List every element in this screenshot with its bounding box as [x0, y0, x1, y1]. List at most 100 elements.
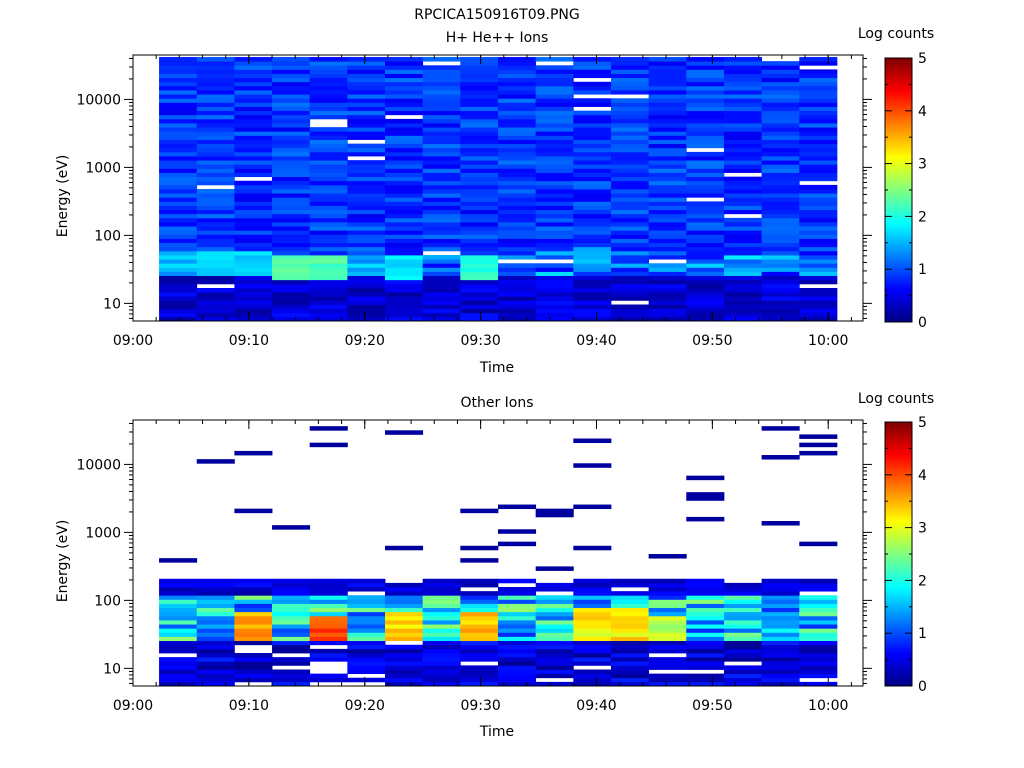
heatmap-cells	[159, 426, 838, 687]
heatmap-cell	[761, 288, 800, 293]
heatmap-cell	[535, 189, 574, 194]
heatmap-cell	[686, 81, 725, 87]
heatmap-cell	[610, 677, 650, 683]
heatmap-cell	[385, 85, 424, 91]
heatmap-cell	[159, 180, 198, 186]
heatmap-cell	[196, 620, 235, 625]
colorbar-segment	[885, 512, 912, 515]
heatmap-cell	[309, 151, 348, 157]
heatmap-cell	[272, 57, 311, 62]
heatmap-cell	[723, 259, 763, 264]
colorbar-segment	[885, 672, 912, 675]
heatmap-cell	[159, 250, 198, 256]
heatmap-cell	[573, 591, 612, 596]
heatmap-cell	[686, 98, 725, 103]
colorbar-segment	[885, 546, 912, 549]
heatmap-cell	[460, 127, 499, 132]
heatmap-cell	[460, 85, 499, 91]
colorbar-segment	[885, 598, 912, 601]
heatmap-cell	[535, 123, 574, 128]
heatmap-cell	[648, 632, 687, 637]
heatmap-cell	[347, 164, 386, 169]
heatmap-cell	[460, 90, 499, 95]
colorbar-segment	[885, 664, 912, 667]
heatmap-cell	[535, 267, 574, 272]
colorbar-segment	[885, 432, 912, 435]
heatmap-cell	[723, 205, 763, 211]
heatmap-cell	[159, 587, 198, 592]
heatmap-cell	[686, 123, 725, 128]
colorbar-segment	[885, 568, 912, 571]
heatmap-cell	[309, 180, 348, 186]
heatmap-cell	[272, 118, 311, 124]
heatmap-cell	[272, 197, 311, 202]
heatmap-cell	[761, 578, 800, 584]
heatmap-cell	[272, 98, 311, 103]
heatmap-cell	[761, 279, 800, 285]
heatmap-cell	[498, 587, 537, 592]
heatmap-cell	[460, 508, 499, 514]
heatmap-cell	[610, 131, 650, 136]
heatmap-cell	[234, 308, 273, 314]
heatmap-cell	[460, 628, 499, 633]
heatmap-cell	[686, 615, 725, 621]
heatmap-cell	[309, 201, 348, 206]
heatmap-cell	[761, 591, 800, 596]
colorbar-segment	[885, 660, 912, 663]
heatmap-cell	[460, 189, 499, 194]
heatmap-cell	[498, 151, 537, 157]
colorbar-segment	[885, 628, 912, 631]
colorbar-segment	[885, 118, 912, 121]
heatmap-cell	[234, 222, 273, 227]
heatmap-cell	[159, 582, 198, 588]
heatmap-cell	[347, 110, 386, 116]
heatmap-cell	[159, 283, 198, 289]
heatmap-cell	[272, 628, 311, 633]
heatmap-cell	[610, 640, 650, 646]
heatmap-cell	[799, 209, 838, 215]
heatmap-cell	[573, 98, 612, 103]
heatmap-cell	[385, 316, 424, 322]
heatmap-cell	[385, 213, 424, 219]
heatmap-cell	[573, 587, 612, 592]
heatmap-cell	[272, 263, 311, 268]
heatmap-cell	[309, 81, 348, 87]
colorbar-segment	[885, 216, 912, 219]
y-tick-label: 10000	[76, 92, 121, 108]
heatmap-cell	[234, 172, 273, 178]
heatmap-cell	[686, 65, 725, 70]
heatmap-cell	[272, 61, 311, 66]
heatmap-cell	[460, 213, 499, 219]
heatmap-cell	[385, 283, 424, 289]
heatmap-cell	[723, 279, 763, 285]
heatmap-cell	[309, 426, 348, 431]
heatmap-cell	[799, 620, 838, 625]
heatmap-cell	[347, 61, 386, 66]
heatmap-cell	[234, 312, 273, 318]
colorbar-segment	[885, 60, 912, 63]
heatmap-cell	[309, 110, 348, 116]
heatmap-cell	[723, 217, 763, 223]
colorbar-segment	[885, 492, 912, 495]
heatmap-cell	[610, 61, 650, 66]
heatmap-cell	[309, 135, 348, 140]
heatmap-cell	[309, 164, 348, 169]
heatmap-cell	[309, 131, 348, 136]
heatmap-cell	[309, 230, 348, 235]
heatmap-cell	[460, 172, 499, 178]
heatmap-cell	[196, 139, 235, 145]
heatmap-cell	[761, 164, 800, 169]
heatmap-cell	[799, 135, 838, 140]
heatmap-cell	[309, 300, 348, 305]
heatmap-cell	[272, 255, 311, 260]
heatmap-cell	[799, 275, 838, 281]
heatmap-cell	[535, 85, 574, 91]
heatmap-cell	[272, 300, 311, 305]
heatmap-cell	[498, 110, 537, 116]
heatmap-cell	[460, 135, 499, 140]
heatmap-cell	[347, 296, 386, 301]
heatmap-cell	[234, 316, 273, 322]
heatmap-cell	[272, 640, 311, 646]
heatmap-cell	[347, 661, 386, 666]
heatmap-cell	[686, 77, 725, 83]
